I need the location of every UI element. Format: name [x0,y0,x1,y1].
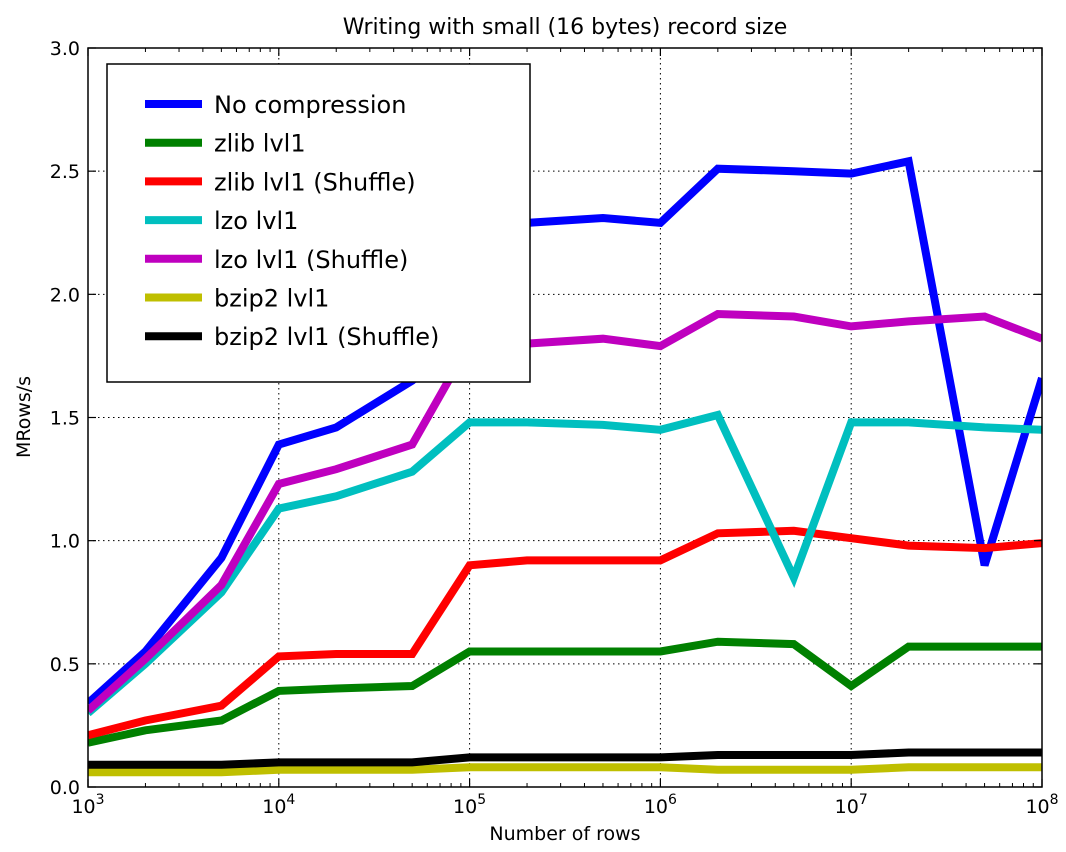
legend-label: zlib lvl1 [214,130,306,158]
x-tick-exponent: 5 [477,792,486,808]
legend-label: zlib lvl1 (Shuffle) [214,168,416,196]
legend-label: bzip2 lvl1 (Shuffle) [214,323,439,351]
y-tick-label: 2.0 [50,284,80,306]
x-tick-exponent: 3 [96,792,105,808]
x-tick-base: 10 [1025,796,1049,818]
series-line-1 [88,637,1042,747]
series-line-3 [88,410,1042,717]
x-tick-base: 10 [262,796,286,818]
y-tick-label: 3.0 [50,38,80,60]
y-tick-labels: 0.0 0.5 1.0 1.5 2.0 2.5 3.0 [50,38,80,799]
axis-ticks [87,47,1043,788]
series-line-4 [88,309,1042,714]
legend-label: lzo lvl1 (Shuffle) [214,246,408,274]
x-tick-base: 10 [835,796,859,818]
x-tick-label: 107 [835,792,868,818]
chart-title: Writing with small (16 bytes) record siz… [343,15,788,40]
x-tick-base: 10 [71,796,95,818]
x-tick-base: 10 [453,796,477,818]
legend-label: bzip2 lvl1 [214,285,329,313]
x-tick-label: 104 [262,792,295,818]
y-tick-label: 1.0 [50,531,80,553]
x-tick-labels: 103 104 105 106 107 108 [71,792,1058,818]
legend-label: lzo lvl1 [214,207,298,235]
x-tick-base: 10 [644,796,668,818]
x-tick-exponent: 6 [668,792,677,808]
x-tick-label: 105 [453,792,486,818]
y-tick-label: 0.0 [50,777,80,799]
series-line-2 [88,526,1042,740]
x-tick-label: 103 [71,792,104,818]
x-tick-label: 108 [1025,792,1058,818]
legend-label: No compression [214,91,406,119]
x-tick-exponent: 4 [286,792,295,808]
series-lines [88,156,1042,777]
x-tick-label: 106 [644,792,677,818]
series-line-5 [88,763,1042,777]
y-tick-label: 0.5 [50,654,80,676]
series-line-6 [88,748,1042,769]
series-line-0 [88,156,1042,707]
x-tick-exponent: 8 [1050,792,1059,808]
legend: No compression zlib lvl1 zlib lvl1 (Shuffl… [106,63,531,383]
x-tick-exponent: 7 [859,792,868,808]
y-tick-label: 1.5 [50,408,80,430]
y-axis-label: MRows/s [13,376,35,458]
y-tick-label: 2.5 [50,161,80,183]
x-axis-label: Number of rows [489,823,640,845]
